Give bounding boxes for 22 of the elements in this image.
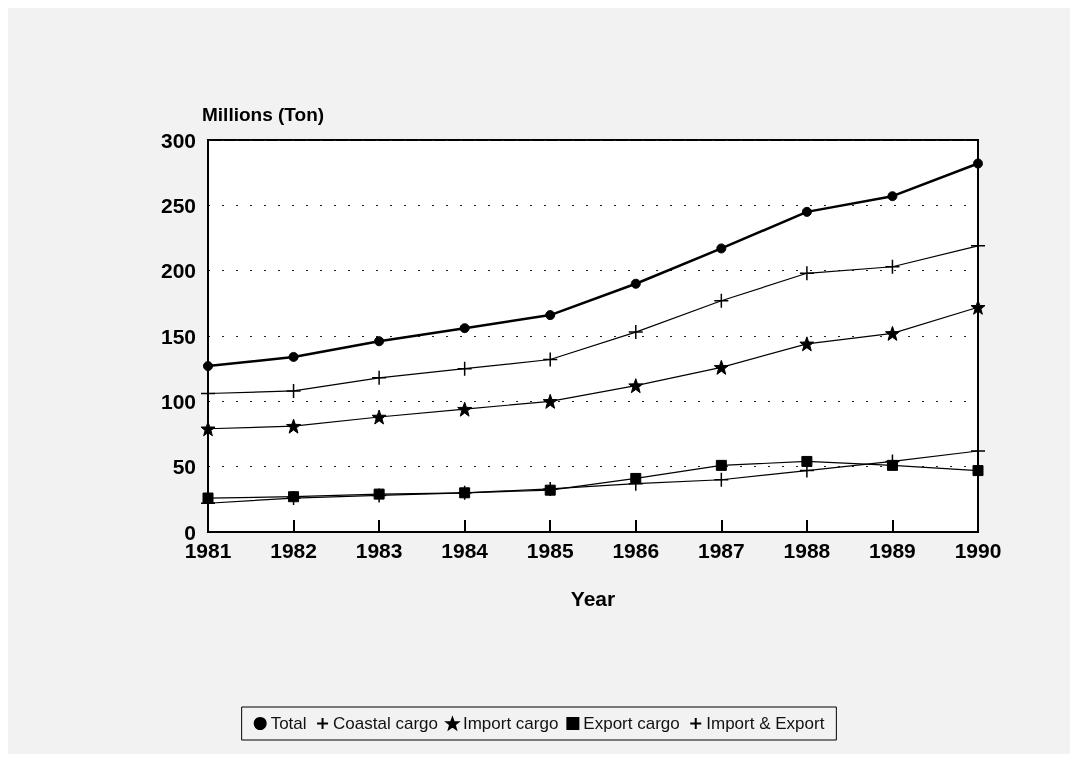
x-tick-label: 1990 bbox=[954, 539, 1002, 562]
x-tick-label: 1982 bbox=[270, 539, 317, 562]
x-tick-label: 1989 bbox=[869, 539, 916, 562]
y-tick-label: 250 bbox=[160, 193, 196, 217]
legend-label: Export cargo bbox=[583, 714, 680, 733]
y-tick-label: 200 bbox=[160, 259, 196, 283]
x-tick-label: 1987 bbox=[697, 539, 745, 562]
x-tick-label: 1986 bbox=[612, 539, 660, 562]
legend-label: Coastal cargo bbox=[333, 714, 438, 733]
y-tick-label: 50 bbox=[172, 455, 196, 479]
x-axis-title: Year bbox=[570, 587, 616, 610]
y-axis-title: Millions (Ton) bbox=[202, 104, 325, 125]
x-tick-label: 1988 bbox=[783, 539, 831, 562]
x-tick-label: 1983 bbox=[355, 539, 403, 562]
y-tick-label: 150 bbox=[160, 324, 196, 348]
legend-label: Import & Export bbox=[706, 714, 825, 733]
y-tick-label: 300 bbox=[160, 128, 196, 152]
x-tick-label: 1985 bbox=[526, 539, 574, 562]
legend-label: Total bbox=[270, 714, 307, 733]
y-tick-label: 100 bbox=[160, 389, 196, 413]
x-tick-label: 1984 bbox=[441, 539, 489, 562]
legend-label: Import cargo bbox=[462, 714, 559, 733]
